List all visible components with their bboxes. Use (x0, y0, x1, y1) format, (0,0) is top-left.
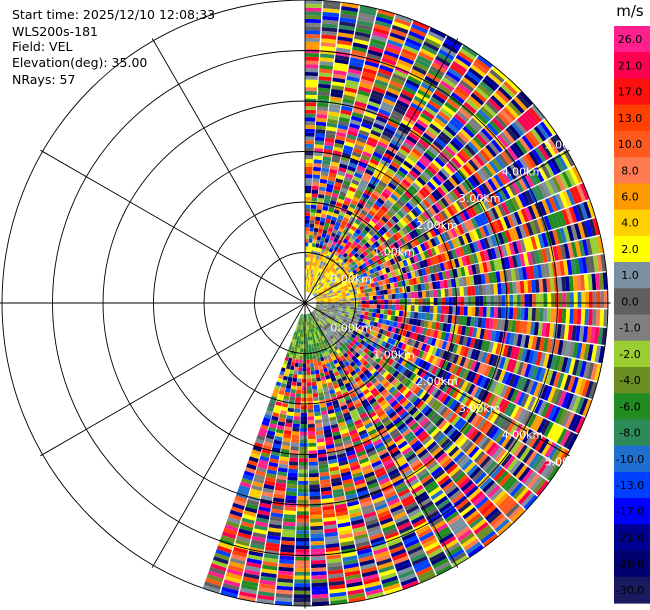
colorbar-tick-8: 2.0 (621, 243, 639, 256)
colorbar-tick-18: -17.0 (616, 505, 644, 518)
ring-label-5-upper: 4.00km (502, 165, 544, 178)
colorbar-tick-0: 26.0 (618, 33, 643, 46)
colorbar-swatch-7 (614, 209, 650, 237)
velocity-field (202, 0, 609, 606)
ring-label-6-upper: 5.00km (545, 139, 587, 152)
colorbar-swatch-2 (614, 78, 650, 106)
colorbar-tick-2: 17.0 (618, 86, 643, 99)
ring-label-2-lower: 1.00km (373, 348, 415, 361)
radial-line-150 (304, 302, 459, 568)
colorbar-swatch-18 (614, 498, 650, 525)
ring-label-3-lower: 2.00km (416, 375, 458, 388)
ring-label-1-upper: 0.00km (330, 272, 372, 285)
colorbar-tick-16: -10.0 (616, 453, 644, 466)
range-ring-labels: 0.00km0.00km1.00km1.00km2.00km2.00km3.00… (330, 139, 586, 469)
colorbar-swatch-9 (614, 262, 650, 289)
colorbar: m/s 26.0 21.0 17.0 13.0 10.0 8.0 6.0 4.0 2.0 1.0 0.… (614, 2, 650, 604)
colorbar-tick-1: 21.0 (618, 59, 643, 72)
ring-label-5-lower: 4.00km (502, 429, 544, 442)
ring-label-4-lower: 3.00km (459, 402, 501, 415)
colorbar-tick-12: -2.0 (619, 348, 640, 361)
radial-line-120 (304, 302, 570, 457)
colorbar-swatch-8 (614, 235, 650, 263)
colorbar-swatch-19 (614, 524, 650, 552)
colorbar-tick-19: -21.0 (616, 531, 644, 544)
colorbar-tick-20: -26.0 (616, 558, 644, 571)
colorbar-tick-5: 8.0 (621, 164, 639, 177)
ring-label-6-lower: 5.00km (545, 455, 587, 468)
colorbar-swatch-6 (614, 183, 650, 211)
colorbar-swatch-20 (614, 550, 650, 578)
colorbar-swatch-14 (614, 393, 650, 420)
colorbar-tick-10: 0.0 (621, 295, 639, 308)
colorbar-tick-21: -30.0 (616, 584, 644, 597)
ring-label-3-upper: 2.00km (416, 219, 458, 232)
colorbar-swatch-3 (614, 104, 650, 132)
colorbar-tick-15: -8.0 (619, 427, 640, 440)
colorbar-swatch-5 (614, 157, 650, 184)
range-grid (0, 0, 611, 609)
colorbar-swatch-16 (614, 445, 650, 473)
colorbar-tick-4: 10.0 (618, 138, 643, 151)
colorbar-swatch-21 (614, 576, 650, 604)
radial-line-60 (304, 149, 570, 304)
ring-label-1-lower: 0.00km (330, 322, 372, 335)
colorbar-tick-13: -4.0 (619, 374, 640, 387)
start-time-text: Start time: 2025/12/10 12:08:33 (12, 7, 216, 22)
colorbar-tick-9: 1.0 (621, 269, 639, 282)
instrument-text: WLS200s-181 (12, 24, 98, 39)
colorbar-swatch-13 (614, 367, 650, 394)
ring-label-2-upper: 1.00km (373, 246, 415, 259)
colorbar-tick-14: -6.0 (619, 400, 640, 413)
colorbar-swatch-0 (614, 26, 650, 53)
colorbar-swatch-17 (614, 471, 650, 499)
colorbar-swatch-4 (614, 130, 650, 158)
colorbar-tick-11: -1.0 (619, 322, 640, 335)
colorbar-swatch-10 (614, 288, 650, 316)
elevation-text: Elevation(deg): 35.00 (12, 55, 148, 70)
colorbar-swatch-12 (614, 340, 650, 368)
colorbar-swatch-1 (614, 52, 650, 79)
field-text: Field: VEL (12, 39, 73, 54)
colorbar-tick-7: 4.0 (621, 217, 639, 230)
ring-label-4-upper: 3.00km (459, 192, 501, 205)
colorbar-tick-6: 6.0 (621, 191, 639, 204)
colorbar-tick-17: -13.0 (616, 479, 644, 492)
radial-line-330 (151, 38, 306, 304)
colorbar-tick-3: 13.0 (618, 112, 643, 125)
radial-line-240 (40, 302, 306, 457)
radial-line-300 (40, 149, 306, 304)
radial-line-210 (151, 302, 306, 568)
velocity-gates (202, 0, 609, 606)
radial-line-30 (304, 38, 459, 304)
colorbar-swatch-11 (614, 314, 650, 342)
nrays-text: NRays: 57 (12, 72, 76, 87)
colorbar-swatch-15 (614, 419, 650, 447)
colorbar-unit-label: m/s (616, 2, 644, 20)
